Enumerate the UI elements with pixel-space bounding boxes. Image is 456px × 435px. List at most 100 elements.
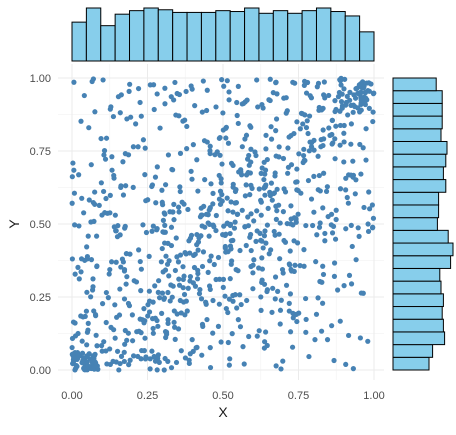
scatter-point [152, 283, 158, 289]
scatter-point [99, 348, 105, 354]
scatter-point [332, 136, 338, 142]
scatter-point [101, 339, 107, 345]
scatter-point [123, 183, 129, 189]
scatter-point [250, 270, 256, 276]
scatter-point [175, 204, 182, 210]
scatter-point [254, 228, 260, 234]
scatter-point [324, 337, 331, 343]
scatter-point [233, 200, 240, 206]
scatter-point [320, 205, 326, 211]
x-axis-tick-labels: 0.00 0.25 0.50 0.75 1.00 [61, 390, 384, 402]
y-histogram-bar [392, 331, 446, 346]
x-histogram-bar [359, 31, 375, 62]
scatter-point [263, 240, 269, 246]
scatter-point [217, 134, 223, 141]
scatter-point [274, 91, 280, 97]
scatter-point [363, 126, 369, 132]
scatter-point [170, 283, 176, 289]
scatter-point [112, 212, 118, 218]
x-axis-title: X [218, 404, 228, 420]
scatter-point [292, 80, 298, 86]
scatter-point [294, 240, 301, 246]
scatter-point [358, 290, 364, 296]
scatter-point [126, 88, 132, 94]
scatter-point [187, 351, 193, 357]
scatter-point [173, 235, 179, 241]
x-histogram-bar [85, 7, 102, 62]
scatter-point [207, 345, 213, 351]
scatter-point [154, 227, 160, 233]
y-tick-label: 0.50 [30, 219, 51, 231]
scatter-point [166, 273, 172, 279]
scatter-point [159, 310, 165, 316]
scatter-point [345, 112, 351, 118]
scatter-point [300, 152, 307, 159]
scatter-point [152, 174, 159, 180]
x-tick-label: 0.00 [61, 390, 82, 402]
scatter-point [108, 104, 114, 110]
scatter-point [202, 177, 208, 183]
scatter-point [197, 287, 203, 293]
scatter-point [195, 188, 201, 194]
scatter-point [338, 82, 344, 88]
scatter-point [260, 245, 266, 251]
scatter-point [355, 225, 361, 231]
scatter-point [162, 101, 168, 107]
scatter-point [196, 291, 203, 297]
scatter-point [200, 249, 207, 255]
scatter-point [198, 296, 205, 302]
scatter-point [130, 353, 137, 359]
scatter-point [220, 276, 227, 282]
y-histogram-bar [392, 229, 449, 244]
scatter-point [286, 300, 292, 306]
scatter-point [158, 259, 164, 265]
scatter-point [181, 291, 188, 298]
scatter-point [263, 146, 269, 152]
scatter-point [357, 109, 363, 115]
scatter-point [350, 109, 356, 115]
scatter-point [293, 219, 299, 225]
y-histogram-bar [392, 242, 454, 257]
scatter-point [356, 82, 362, 88]
scatter-point [305, 177, 312, 184]
scatter-point [195, 270, 201, 277]
scatter-point [180, 264, 186, 270]
scatter-point [259, 102, 265, 108]
scatter-point [199, 263, 206, 270]
scatter-point [240, 100, 247, 107]
scatter-point [243, 172, 250, 178]
y-tick-label: 0.75 [30, 146, 51, 158]
scatter-point [177, 188, 183, 195]
scatter-point [254, 333, 260, 339]
scatter-point [280, 155, 287, 162]
scatter-point [72, 222, 78, 228]
scatter-point [162, 222, 168, 228]
scatter-point [207, 258, 213, 264]
scatter-point [283, 95, 289, 101]
scatter-point [174, 254, 180, 260]
scatter-point [69, 256, 75, 262]
scatter-point [75, 264, 81, 270]
scatter-point [343, 361, 349, 368]
scatter-point [253, 152, 259, 159]
scatter-point [353, 177, 359, 183]
scatter-point [175, 326, 182, 332]
scatter-point [75, 330, 81, 337]
scatter-point [365, 221, 371, 227]
scatter-point [145, 313, 151, 319]
scatter-point [141, 306, 147, 312]
scatter-point [308, 144, 315, 150]
scatter-point [348, 102, 354, 108]
scatter-point [199, 352, 205, 358]
scatter-point [268, 124, 274, 130]
scatter-point [163, 334, 169, 341]
scatter-point [270, 285, 276, 291]
scatter-point [171, 319, 177, 325]
scatter-point [264, 156, 270, 163]
scatter-point [242, 136, 248, 142]
scatter-point [306, 353, 312, 360]
x-histogram-bar [143, 7, 159, 62]
scatter-point [223, 125, 229, 131]
scatter-point [99, 343, 105, 349]
scatter-point [276, 231, 282, 237]
